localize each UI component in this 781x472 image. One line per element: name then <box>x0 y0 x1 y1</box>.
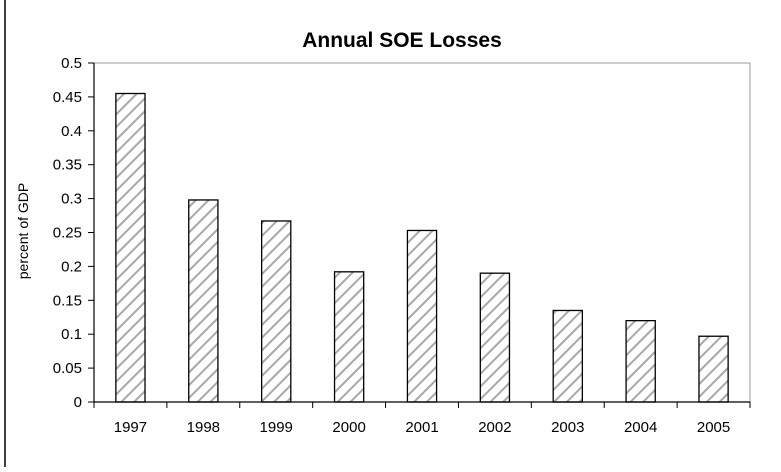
chart-title: Annual SOE Losses <box>302 29 502 52</box>
bar <box>698 335 729 403</box>
x-tick-label: 2004 <box>624 419 657 436</box>
x-tick-label: 2000 <box>332 419 365 436</box>
bar <box>333 271 365 403</box>
y-tick-label: 0.05 <box>53 360 82 377</box>
y-tick-label: 0.1 <box>61 326 82 343</box>
bar <box>552 309 584 403</box>
y-tick-label: 0.5 <box>61 55 82 72</box>
x-tick-label: 1997 <box>114 419 147 436</box>
bar <box>115 92 146 403</box>
x-axis: 1997 1998 1999 2000 2001 2002 2003 2004 2005 <box>93 401 751 436</box>
bar <box>406 229 438 403</box>
y-tick-label: 0.15 <box>53 292 82 309</box>
x-tick-label: 2002 <box>478 419 511 436</box>
x-tick-label: 1998 <box>187 419 220 436</box>
x-tick-label: 2003 <box>551 419 584 436</box>
y-tick-label: 0.2 <box>61 258 82 275</box>
x-tick-label: 2005 <box>697 419 730 436</box>
x-tick-label: 1999 <box>260 419 293 436</box>
y-tick-label: 0.35 <box>53 157 82 174</box>
bars-group <box>115 92 729 403</box>
bar <box>260 220 292 403</box>
y-tick-label: 0.25 <box>53 225 82 242</box>
y-axis-label: percent of GDP <box>15 183 31 280</box>
x-tick-label: 2001 <box>405 419 438 436</box>
y-tick-label: 0.3 <box>61 191 82 208</box>
bar <box>479 272 511 403</box>
y-tick-label: 0.4 <box>61 123 82 140</box>
y-tick-label: 0 <box>74 394 82 411</box>
y-tick-label: 0.45 <box>53 89 82 106</box>
bar <box>625 319 656 403</box>
bar <box>188 199 219 403</box>
y-axis: 0 0.05 0.1 0.15 0.2 0.25 0.3 0.35 0.4 0.45 0.5 <box>53 55 95 411</box>
